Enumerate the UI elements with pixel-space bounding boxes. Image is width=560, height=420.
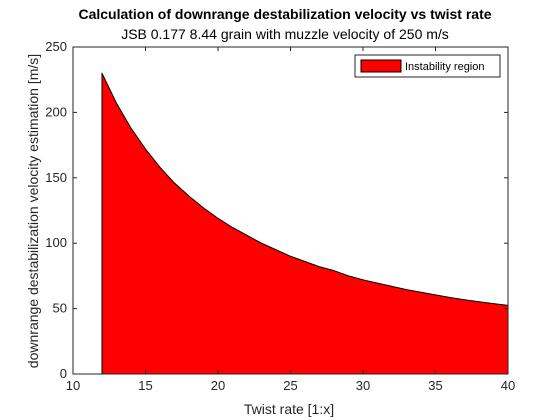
legend-swatch <box>360 59 402 73</box>
y-tick-label: 250 <box>45 39 67 54</box>
x-tick-label: 35 <box>428 378 442 393</box>
x-tick-label: 40 <box>501 378 515 393</box>
y-tick-label: 0 <box>60 366 67 381</box>
y-axis-title: downrange destabilization velocity estim… <box>25 54 41 368</box>
chart-title: Calculation of downrange destabilization… <box>78 6 491 22</box>
x-tick-label: 25 <box>283 378 297 393</box>
y-tick-label: 150 <box>45 170 67 185</box>
x-axis-title: Twist rate [1:x] <box>244 401 334 417</box>
legend-label: Instability region <box>405 61 485 73</box>
y-tick-label: 200 <box>45 104 67 119</box>
x-tick-label: 15 <box>138 378 152 393</box>
x-tick-label: 10 <box>66 378 80 393</box>
y-tick-label: 100 <box>45 235 67 250</box>
chart-subtitle: JSB 0.177 8.44 grain with muzzle velocit… <box>121 26 449 42</box>
x-tick-label: 20 <box>211 378 225 393</box>
y-tick-label: 50 <box>53 301 67 316</box>
plot-area: 10 15 20 25 30 35 40 0 50 100 150 200 250 Instability… <box>45 39 515 393</box>
x-tick-label: 30 <box>356 378 370 393</box>
area-series-0 <box>101 72 509 375</box>
